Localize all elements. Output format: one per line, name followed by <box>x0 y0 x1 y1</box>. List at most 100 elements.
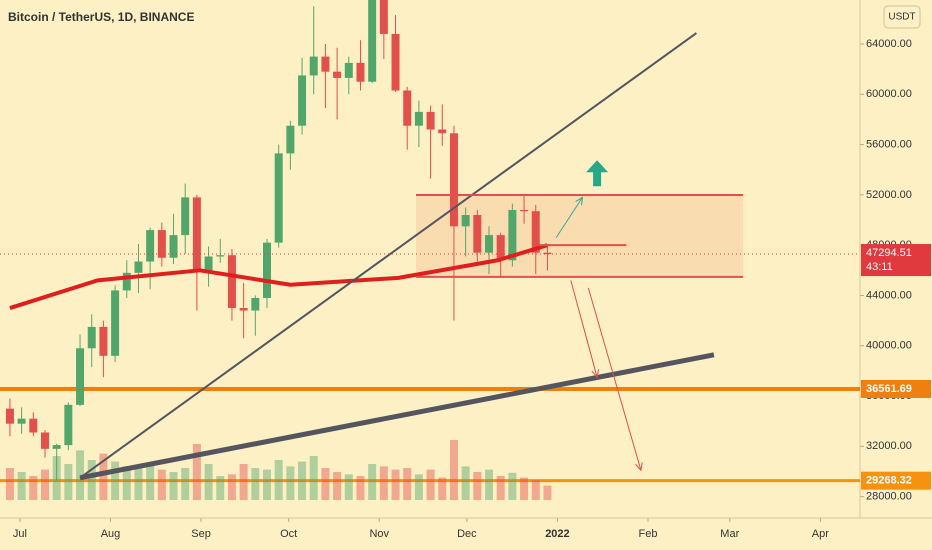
volume-bar <box>204 464 213 500</box>
countdown-label: 43:11 <box>866 261 893 273</box>
candle-body <box>520 209 529 212</box>
candle-body <box>368 0 377 82</box>
volume-bar <box>379 466 388 500</box>
volume-bar <box>286 466 295 500</box>
candle-body <box>239 308 248 311</box>
volume-bar <box>298 461 307 500</box>
candle-body <box>274 153 283 243</box>
candle-body <box>356 62 365 82</box>
volume-bar <box>64 464 73 500</box>
x-tick-label: Jul <box>13 528 27 540</box>
y-tick-label: 32000.00 <box>866 440 912 452</box>
big-up-arrow <box>586 160 609 187</box>
candle-body <box>391 33 400 91</box>
volume-bar <box>531 480 540 500</box>
candle-body <box>485 235 494 253</box>
currency-label[interactable]: USDT <box>888 12 915 23</box>
volume-bar <box>333 472 342 500</box>
candle-body <box>414 111 423 126</box>
candle-body <box>286 125 295 154</box>
level-price-box <box>861 379 931 398</box>
volume-bar <box>251 468 260 500</box>
trend-line <box>79 352 715 481</box>
trend-line <box>79 32 697 479</box>
chart-title: Bitcoin / TetherUS, 1D, BINANCE <box>8 10 194 24</box>
candle-body <box>157 230 166 258</box>
volume-bar <box>122 466 131 500</box>
y-tick-label: 44000.00 <box>866 289 912 301</box>
plot-area <box>0 0 860 500</box>
candle-body <box>146 230 155 262</box>
y-tick-label: 64000.00 <box>866 38 912 50</box>
arrow <box>570 280 600 379</box>
arrow <box>587 287 643 472</box>
candle-body <box>134 261 143 273</box>
x-tick-label: Oct <box>280 528 297 540</box>
candle-body <box>309 56 318 76</box>
candle-body <box>204 256 213 271</box>
level-price-label: 36561.69 <box>866 383 912 395</box>
candle-body <box>216 255 225 257</box>
volume-bar <box>111 461 120 500</box>
volume-bar <box>321 468 330 500</box>
candle-body <box>543 252 552 255</box>
volume-bar <box>169 472 178 500</box>
candle-body <box>52 445 61 449</box>
volume-bar <box>274 460 283 500</box>
x-tick-label: Apr <box>812 528 829 540</box>
candle-body <box>87 326 96 349</box>
volume-bar <box>192 444 201 500</box>
candle-body <box>17 418 26 424</box>
candle-body <box>461 214 470 227</box>
candle-body <box>449 133 458 227</box>
volume-bar <box>17 472 26 500</box>
volume-bar <box>40 469 49 500</box>
volume-bar <box>29 476 38 500</box>
volume-bar <box>181 468 190 500</box>
last-price-label: 47294.51 <box>866 247 912 259</box>
x-tick-label: Nov <box>369 528 389 540</box>
volume-bar <box>461 466 470 500</box>
volume-bar <box>5 468 14 500</box>
volume-bar <box>543 485 552 500</box>
candle-body <box>122 272 131 291</box>
candle-body <box>379 0 388 34</box>
x-tick-label: 2022 <box>545 528 569 540</box>
candle-body <box>333 71 342 78</box>
x-tick-label: Feb <box>639 528 658 540</box>
volume-bar <box>157 469 166 500</box>
x-tick-label: Mar <box>720 528 739 540</box>
last-price-box <box>861 244 931 277</box>
volume-bar <box>473 472 482 500</box>
candle-body <box>262 242 271 298</box>
candle-body <box>111 290 120 356</box>
volume-bar <box>485 469 494 500</box>
candle-body <box>321 56 330 72</box>
candle-body <box>496 235 505 261</box>
volume-bar <box>356 476 365 500</box>
axes: 28000.0032000.0036000.0040000.0044000.00… <box>13 38 931 540</box>
volume-bar <box>449 440 458 500</box>
moving-average <box>9 243 549 310</box>
y-tick-label: 40000.00 <box>866 340 912 352</box>
candle-body <box>5 408 14 424</box>
y-tick-label: 60000.00 <box>866 88 912 100</box>
level-price-label: 29268.32 <box>866 475 912 487</box>
candle-body <box>438 129 447 134</box>
x-tick-label: Sep <box>191 528 211 540</box>
candle-body <box>181 197 190 236</box>
candle-body <box>473 214 482 253</box>
candle-body <box>251 297 260 311</box>
volume-bar <box>391 469 400 500</box>
volume-bar <box>134 468 143 500</box>
volume-bar <box>438 477 447 500</box>
candle-body <box>29 418 38 433</box>
arrow <box>555 196 584 238</box>
volume-bar <box>239 464 248 500</box>
volume-bar <box>227 474 236 500</box>
candle-body <box>192 197 201 271</box>
candle-body <box>40 432 49 449</box>
x-tick-label: Dec <box>457 528 477 540</box>
currency-button[interactable] <box>883 5 921 29</box>
